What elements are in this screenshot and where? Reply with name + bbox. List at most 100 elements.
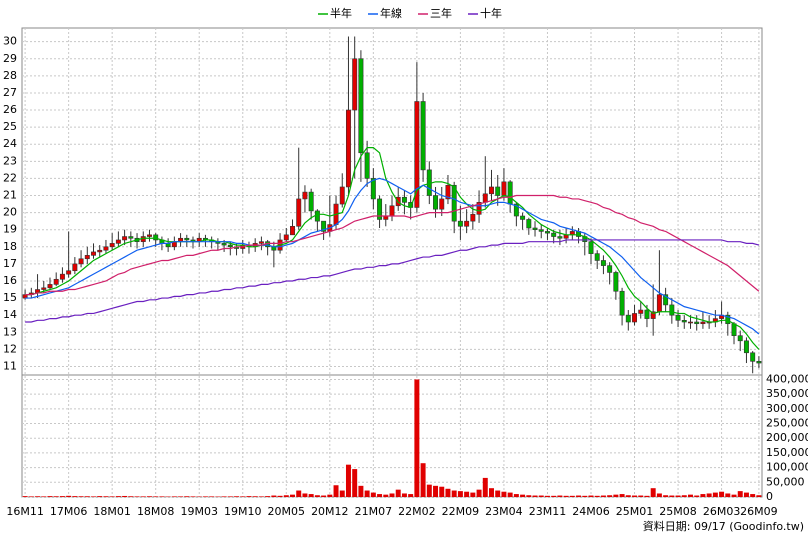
candle-body — [508, 182, 512, 204]
x-tick-label: 22M09 — [442, 505, 480, 518]
y-tick-label: 16 — [3, 274, 17, 287]
volume-bar — [501, 492, 506, 497]
candle-body — [402, 197, 406, 202]
candle-body — [60, 274, 64, 279]
volume-bar — [439, 487, 444, 497]
y2-tick-label: 200,000 — [766, 431, 808, 444]
volume-bar — [159, 496, 164, 497]
y-tick-label: 30 — [3, 35, 17, 48]
volume-bar — [445, 489, 450, 497]
candle-body — [42, 288, 46, 290]
candle-body — [73, 264, 77, 271]
y2-tick-label: 250,000 — [766, 417, 808, 430]
candle-body — [297, 199, 301, 226]
candle-body — [632, 313, 636, 322]
volume-bar — [234, 496, 239, 497]
candle-body — [129, 237, 133, 239]
y-tick-label: 18 — [3, 240, 17, 253]
volume-bar — [302, 493, 307, 497]
volume-bar — [620, 494, 625, 497]
volume-bar — [135, 496, 140, 497]
volume-bar — [589, 496, 594, 497]
volume-bar — [309, 494, 314, 497]
candle-body — [757, 361, 761, 363]
x-tick-label: 21M07 — [355, 505, 393, 518]
candle-body — [496, 187, 500, 196]
volume-bar — [744, 493, 749, 497]
volume-bar — [738, 491, 743, 497]
candle-body — [365, 153, 369, 179]
volume-bar — [103, 496, 108, 497]
volume-bar — [110, 496, 115, 497]
candle-body — [471, 214, 475, 221]
y-tick-label: 29 — [3, 52, 17, 65]
candle-body — [489, 187, 493, 194]
volume-bar — [470, 493, 475, 497]
candle-body — [595, 254, 599, 261]
y2-tick-label: 300,000 — [766, 402, 808, 415]
volume-bar — [85, 496, 90, 497]
volume-bar — [533, 496, 538, 497]
y-tick-label: 28 — [3, 69, 17, 82]
x-tick-label: 23M04 — [485, 505, 523, 518]
volume-bar — [390, 493, 395, 497]
volume-bar — [66, 496, 71, 497]
candle-body — [558, 237, 562, 239]
volume-bar — [60, 496, 65, 497]
volume-bar — [750, 494, 755, 497]
candle-body — [738, 336, 742, 341]
candle-body — [483, 194, 487, 203]
candle-body — [66, 271, 70, 274]
volume-bar — [489, 488, 494, 497]
volume-bar — [719, 492, 724, 497]
volume-bar — [694, 496, 699, 497]
volume-bar — [607, 495, 612, 497]
volume-bar — [228, 496, 233, 497]
volume-bar — [421, 463, 426, 497]
volume-bar — [259, 496, 264, 497]
volume-bar — [433, 486, 438, 497]
volume-bar — [346, 465, 351, 497]
y2-tick-label: 150,000 — [766, 446, 808, 459]
volume-bar — [147, 496, 152, 497]
candle-body — [744, 341, 748, 353]
volume-bar — [452, 491, 457, 497]
volume-bar — [222, 496, 227, 497]
candle-body — [284, 235, 288, 240]
volume-bar — [271, 496, 276, 497]
y-tick-label: 17 — [3, 257, 17, 270]
volume-bar — [688, 495, 693, 497]
volume-bar — [483, 478, 488, 497]
candle-body — [390, 206, 394, 216]
volume-bar — [576, 496, 581, 497]
volume-bar — [508, 493, 513, 497]
x-tick-label: 26M09 — [740, 505, 778, 518]
candle-body — [688, 322, 692, 323]
y2-tick-label: 400,000 — [766, 372, 808, 385]
x-tick-label: 18M08 — [137, 505, 175, 518]
volume-bar — [427, 485, 432, 497]
candle-body — [110, 243, 114, 246]
candle-body — [645, 310, 649, 319]
candle-body — [601, 260, 605, 265]
candle-body — [695, 322, 699, 324]
volume-bar — [458, 491, 463, 497]
volume-bar — [651, 488, 656, 497]
volume-bar — [707, 493, 712, 497]
volume-bar — [414, 379, 419, 497]
x-tick-label: 24M06 — [572, 505, 610, 518]
candle-body — [315, 211, 319, 221]
volume-bar — [352, 469, 357, 497]
volume-bar — [35, 496, 40, 497]
volume-bar — [495, 491, 500, 497]
y-tick-label: 11 — [3, 359, 17, 372]
candle-body — [701, 322, 705, 324]
candle-body — [359, 59, 363, 153]
volume-bar — [396, 490, 401, 497]
volume-bar — [290, 495, 295, 497]
volume-bar — [278, 496, 283, 497]
volume-bar — [327, 495, 332, 497]
volume-bar — [539, 496, 544, 497]
volume-bar — [29, 496, 34, 497]
